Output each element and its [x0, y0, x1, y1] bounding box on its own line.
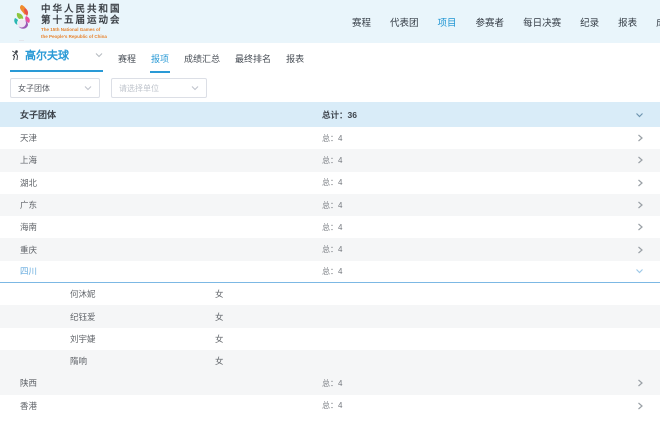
sport-tabs: 赛程 报项 成绩汇总 最终排名 报表 — [118, 52, 305, 73]
row-label: 四川 — [20, 266, 38, 277]
nav-item-reports[interactable]: 报表 — [618, 17, 638, 29]
unit-select-placeholder: 请选择单位 — [119, 83, 159, 93]
table-row-chongqing[interactable]: 重庆 总：4 — [0, 238, 660, 261]
row-label: 陕西 — [20, 378, 38, 389]
brand-title-line2: 第十五届运动会 — [41, 15, 122, 26]
nav-item-schedule[interactable]: 赛程 — [352, 17, 372, 29]
chevron-right-icon — [636, 178, 644, 187]
player-gender: 女 — [215, 356, 224, 367]
tab-schedule[interactable]: 赛程 — [118, 54, 137, 64]
player-gender: 女 — [215, 311, 224, 322]
player-name: 刘宇婕 — [70, 333, 96, 344]
chevron-right-icon — [636, 134, 644, 143]
unit-select[interactable]: 请选择单位 — [111, 78, 207, 98]
golfer-icon — [11, 49, 19, 60]
table-row-hongkong[interactable]: 香港 总：4 — [0, 394, 660, 417]
chevron-down-icon[interactable] — [635, 110, 644, 119]
sport-selector[interactable]: 高尔夫球 — [10, 47, 103, 72]
row-total: 总：4 — [322, 178, 343, 188]
event-select-value: 女子团体 — [18, 83, 50, 93]
nav-item-records[interactable]: 纪录 — [580, 17, 600, 29]
row-total: 总：4 — [322, 200, 343, 210]
tab-final-ranking[interactable]: 最终排名 — [235, 54, 272, 64]
player-gender: 女 — [215, 333, 224, 344]
row-total: 总：4 — [322, 155, 343, 165]
chevron-right-icon — [636, 201, 644, 210]
brand-subtitle-line1: The 15th National Games of — [41, 27, 101, 32]
row-label: 上海 — [20, 155, 38, 166]
chevron-down-icon — [95, 51, 103, 59]
row-label: 湖北 — [20, 177, 38, 188]
chevron-right-icon — [636, 379, 644, 388]
chevron-right-icon — [636, 156, 644, 165]
event-select[interactable]: 女子团体 — [10, 78, 100, 98]
emblem-caption: ····· — [19, 39, 24, 42]
games-emblem-icon — [14, 5, 30, 29]
table-row-hainan[interactable]: 海南 总：4 — [0, 216, 660, 239]
player-gender: 女 — [215, 289, 224, 300]
sport-name: 高尔夫球 — [25, 50, 69, 62]
table-header-row[interactable]: 女子团体 总计：36 — [0, 102, 660, 127]
row-label: 广东 — [20, 200, 38, 211]
row-total: 总：4 — [322, 133, 343, 143]
chevron-down-icon — [635, 267, 644, 276]
row-total: 总：4 — [322, 245, 343, 255]
nav-item-athletes[interactable]: 参赛者 — [475, 17, 505, 29]
nav-item-delegations[interactable]: 代表团 — [390, 17, 419, 29]
row-total: 总：4 — [322, 266, 343, 276]
tab-results-summary[interactable]: 成绩汇总 — [184, 54, 221, 64]
table-header-label: 女子团体 — [20, 110, 57, 120]
chevron-down-icon — [191, 84, 199, 92]
chevron-right-icon — [636, 245, 644, 254]
table-row-shanghai[interactable]: 上海 总：4 — [0, 149, 660, 172]
nav-item-daily-finals[interactable]: 每日决赛 — [523, 17, 562, 29]
chevron-right-icon — [636, 401, 644, 410]
top-bar: ····· 中华人民共和国 第十五届运动会 The 15th National … — [0, 0, 660, 43]
sport-sub-header: 高尔夫球 赛程 报项 成绩汇总 最终排名 报表 — [0, 43, 660, 73]
brand-subtitle-line2: the People's Republic of China — [41, 33, 107, 39]
main-nav: 赛程 代表团 项目 参赛者 每日决赛 纪录 报表 成绩排名 — [352, 0, 660, 43]
row-label: 重庆 — [20, 244, 38, 255]
player-name: 何沐妮 — [70, 289, 96, 300]
player-name: 隋响 — [70, 356, 88, 367]
table-row-shaanxi[interactable]: 陕西 总：4 — [0, 372, 660, 395]
games-logo: ····· 中华人民共和国 第十五届运动会 The 15th National … — [8, 4, 122, 43]
table-header-total: 总计：36 — [322, 109, 357, 120]
table-row-sichuan-expanded[interactable]: 四川 总：4 — [0, 260, 660, 284]
entries-table: 女子团体 总计：36 天津 总：4 上海 总：4 湖北 总：4 广东 总：4 海 — [0, 102, 660, 417]
row-label: 天津 — [20, 133, 38, 144]
table-row-hubei[interactable]: 湖北 总：4 — [0, 171, 660, 194]
chevron-down-icon — [84, 84, 92, 92]
table-row-tianjin[interactable]: 天津 总：4 — [0, 127, 660, 150]
nav-item-sports[interactable]: 项目 — [437, 17, 457, 29]
chevron-right-icon — [636, 223, 644, 232]
row-total: 总：4 — [322, 222, 343, 232]
row-label: 香港 — [20, 400, 38, 411]
nav-item-results-ranking[interactable]: 成绩排名 — [656, 15, 660, 29]
row-total: 总：4 — [322, 378, 343, 388]
player-row: 纪钰爱 女 — [0, 305, 660, 328]
row-label: 海南 — [20, 222, 38, 233]
player-row: 隋响 女 — [0, 349, 660, 373]
brand-title-line1: 中华人民共和国 — [41, 4, 122, 15]
tab-reports[interactable]: 报表 — [286, 54, 305, 64]
player-name: 纪钰爱 — [70, 311, 96, 322]
table-row-guangdong[interactable]: 广东 总：4 — [0, 193, 660, 217]
row-total: 总：4 — [322, 401, 343, 411]
player-row: 何沐妮 女 — [0, 283, 660, 306]
player-row: 刘宇婕 女 — [0, 327, 660, 350]
filter-bar: 女子团体 请选择单位 — [10, 78, 207, 98]
tab-entries[interactable]: 报项 — [150, 54, 171, 73]
